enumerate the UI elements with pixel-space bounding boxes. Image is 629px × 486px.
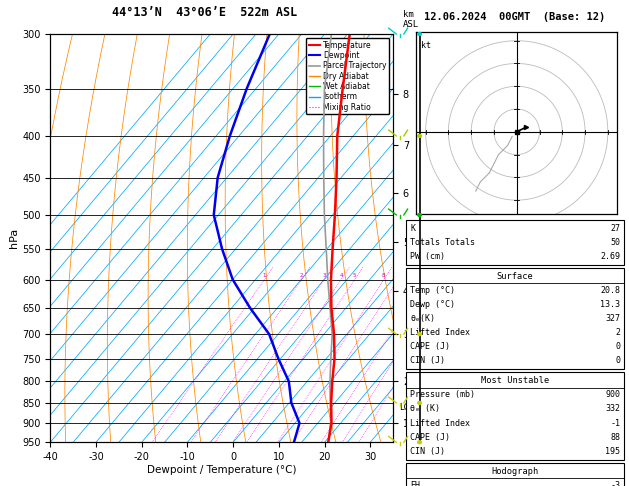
Y-axis label: hPa: hPa <box>9 228 19 248</box>
Text: 0: 0 <box>615 356 620 365</box>
Text: 327: 327 <box>605 314 620 323</box>
Text: θₑ(K): θₑ(K) <box>410 314 435 323</box>
Text: 2.69: 2.69 <box>600 252 620 261</box>
Text: 3: 3 <box>323 273 326 278</box>
Text: CIN (J): CIN (J) <box>410 447 445 456</box>
Text: -3: -3 <box>610 481 620 486</box>
Text: Dewp (°C): Dewp (°C) <box>410 300 455 309</box>
Text: EH: EH <box>410 481 420 486</box>
Text: K: K <box>410 224 415 233</box>
Text: 900: 900 <box>605 390 620 399</box>
Text: 2: 2 <box>615 328 620 337</box>
Text: CAPE (J): CAPE (J) <box>410 342 450 351</box>
Text: CAPE (J): CAPE (J) <box>410 433 450 442</box>
Text: Temp (°C): Temp (°C) <box>410 286 455 295</box>
Text: Lifted Index: Lifted Index <box>410 418 470 428</box>
Text: 1: 1 <box>263 273 266 278</box>
Text: 8: 8 <box>382 273 386 278</box>
Text: 2: 2 <box>299 273 303 278</box>
Text: θₑ (K): θₑ (K) <box>410 404 440 414</box>
X-axis label: Dewpoint / Temperature (°C): Dewpoint / Temperature (°C) <box>147 465 296 475</box>
Text: 44°13’N  43°06’E  522m ASL: 44°13’N 43°06’E 522m ASL <box>112 6 298 19</box>
Text: kt: kt <box>421 41 431 50</box>
Text: km
ASL: km ASL <box>403 10 419 29</box>
Text: 50: 50 <box>610 238 620 247</box>
Text: Hodograph: Hodograph <box>491 467 539 476</box>
Text: CIN (J): CIN (J) <box>410 356 445 365</box>
Text: Totals Totals: Totals Totals <box>410 238 475 247</box>
Text: 332: 332 <box>605 404 620 414</box>
Text: © weatheronline.co.uk: © weatheronline.co.uk <box>462 469 567 479</box>
Text: 88: 88 <box>610 433 620 442</box>
Text: 195: 195 <box>605 447 620 456</box>
Text: Most Unstable: Most Unstable <box>481 376 549 385</box>
Text: Surface: Surface <box>497 272 533 281</box>
Text: PW (cm): PW (cm) <box>410 252 445 261</box>
Text: 0: 0 <box>615 342 620 351</box>
Text: -1: -1 <box>610 418 620 428</box>
Legend: Temperature, Dewpoint, Parcel Trajectory, Dry Adiabat, Wet Adiabat, Isotherm, Mi: Temperature, Dewpoint, Parcel Trajectory… <box>306 38 389 114</box>
Text: 12.06.2024  00GMT  (Base: 12): 12.06.2024 00GMT (Base: 12) <box>424 12 606 22</box>
Text: 27: 27 <box>610 224 620 233</box>
Text: 13.3: 13.3 <box>600 300 620 309</box>
Text: Lifted Index: Lifted Index <box>410 328 470 337</box>
Text: 5: 5 <box>353 273 357 278</box>
Text: LCL: LCL <box>399 402 414 412</box>
Text: Pressure (mb): Pressure (mb) <box>410 390 475 399</box>
Text: 4: 4 <box>340 273 343 278</box>
Text: 20.8: 20.8 <box>600 286 620 295</box>
